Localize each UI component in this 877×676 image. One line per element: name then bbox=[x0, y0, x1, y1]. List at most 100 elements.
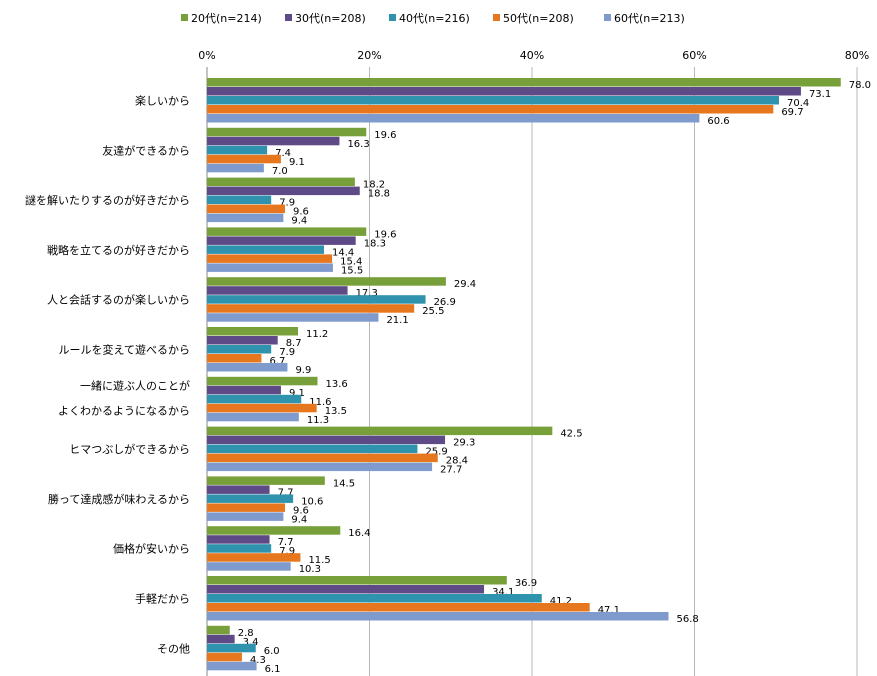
legend-label: 20代(n=214) bbox=[191, 12, 262, 25]
legend-label: 60代(n=213) bbox=[614, 12, 685, 25]
bar bbox=[207, 277, 446, 286]
data-label: 9.1 bbox=[289, 157, 305, 168]
legend-label: 30代(n=208) bbox=[295, 12, 366, 25]
data-label: 26.9 bbox=[434, 297, 456, 308]
category-label: 勝って達成感が味わえるから bbox=[48, 492, 190, 506]
bar bbox=[207, 327, 298, 336]
data-label: 42.5 bbox=[560, 429, 582, 440]
bar bbox=[207, 544, 272, 553]
bar bbox=[207, 394, 302, 404]
data-label: 17.3 bbox=[356, 288, 378, 299]
bar bbox=[207, 652, 242, 662]
data-label: 69.7 bbox=[781, 107, 803, 118]
bar bbox=[207, 594, 542, 603]
data-label: 4.3 bbox=[250, 655, 266, 666]
bar bbox=[207, 87, 801, 96]
data-label: 34.1 bbox=[492, 587, 514, 598]
bar bbox=[207, 105, 774, 114]
bar bbox=[207, 494, 294, 503]
bar bbox=[207, 585, 485, 594]
category-label: 謎を解いたりするのが好きだから bbox=[25, 193, 190, 207]
bar bbox=[207, 412, 299, 422]
bar bbox=[207, 227, 367, 236]
category-label: 人と会話するのが楽しいから bbox=[47, 293, 190, 307]
bar bbox=[207, 354, 262, 363]
category-label: 友達ができるから bbox=[102, 143, 190, 157]
bar bbox=[207, 634, 235, 644]
bar bbox=[207, 114, 700, 123]
data-label: 11.3 bbox=[307, 415, 329, 426]
x-tick-label: 80% bbox=[845, 49, 869, 62]
bar bbox=[207, 576, 507, 585]
data-label: 15.5 bbox=[341, 265, 363, 276]
bar bbox=[207, 426, 553, 436]
data-label: 41.2 bbox=[550, 596, 572, 607]
data-label: 9.9 bbox=[295, 365, 311, 376]
data-label: 6.0 bbox=[264, 646, 280, 657]
category-label: 楽しいから bbox=[135, 95, 190, 108]
data-label: 11.6 bbox=[309, 397, 331, 408]
data-label: 6.1 bbox=[265, 664, 281, 675]
data-label: 11.5 bbox=[308, 555, 330, 566]
data-label: 14.4 bbox=[332, 247, 354, 258]
category-label: その他 bbox=[157, 642, 190, 655]
data-label: 19.6 bbox=[374, 229, 396, 240]
bar bbox=[207, 213, 284, 223]
legend-swatch bbox=[285, 14, 292, 21]
data-label: 6.7 bbox=[269, 356, 285, 367]
category-label: ルールを変えて遊べるから bbox=[59, 343, 190, 357]
bar bbox=[207, 503, 285, 512]
bar bbox=[207, 236, 356, 245]
category-label: 一緒に遊ぶ人のことが bbox=[80, 378, 190, 392]
data-label: 2.8 bbox=[238, 628, 254, 639]
data-label: 11.2 bbox=[306, 329, 328, 340]
bar bbox=[207, 295, 426, 304]
legend-label: 50代(n=208) bbox=[503, 12, 574, 25]
bar bbox=[207, 535, 270, 544]
bar bbox=[207, 462, 433, 472]
bar bbox=[207, 304, 415, 313]
x-tick-label: 40% bbox=[520, 49, 544, 62]
data-label: 78.0 bbox=[849, 80, 871, 91]
data-label: 9.6 bbox=[293, 207, 309, 218]
bar bbox=[207, 286, 348, 295]
data-label: 9.6 bbox=[293, 505, 309, 516]
bar bbox=[207, 78, 841, 87]
data-label: 3.4 bbox=[243, 637, 259, 648]
bar bbox=[207, 345, 272, 354]
data-label: 18.2 bbox=[363, 180, 385, 191]
data-label: 7.4 bbox=[275, 148, 291, 159]
bar bbox=[207, 625, 230, 635]
data-label: 27.7 bbox=[440, 465, 462, 476]
bar bbox=[207, 476, 325, 485]
data-label: 18.3 bbox=[364, 238, 386, 249]
bar bbox=[207, 485, 270, 494]
bar bbox=[207, 186, 360, 196]
category-label: 手軽だから bbox=[135, 592, 190, 606]
legend-label: 40代(n=216) bbox=[399, 12, 470, 25]
data-label: 7.7 bbox=[278, 537, 294, 548]
bar bbox=[207, 526, 341, 535]
bar bbox=[207, 195, 272, 205]
data-label: 10.3 bbox=[299, 564, 321, 575]
data-label: 29.3 bbox=[453, 438, 475, 449]
x-tick-label: 20% bbox=[357, 49, 381, 62]
bar bbox=[207, 553, 301, 562]
bar bbox=[207, 435, 446, 445]
bar bbox=[207, 385, 281, 395]
bar bbox=[207, 177, 355, 187]
bar bbox=[207, 263, 333, 272]
category-label: よくわかるようになるから bbox=[58, 404, 190, 417]
bar bbox=[207, 612, 669, 621]
bar bbox=[207, 444, 418, 454]
data-label: 47.1 bbox=[598, 605, 620, 616]
legend-swatch bbox=[493, 14, 500, 21]
bar bbox=[207, 643, 256, 653]
x-tick-label: 0% bbox=[198, 49, 215, 62]
bar bbox=[207, 127, 367, 137]
bar bbox=[207, 154, 281, 164]
data-label: 36.9 bbox=[515, 578, 537, 589]
data-label: 19.6 bbox=[374, 130, 396, 141]
data-label: 16.4 bbox=[348, 528, 370, 539]
